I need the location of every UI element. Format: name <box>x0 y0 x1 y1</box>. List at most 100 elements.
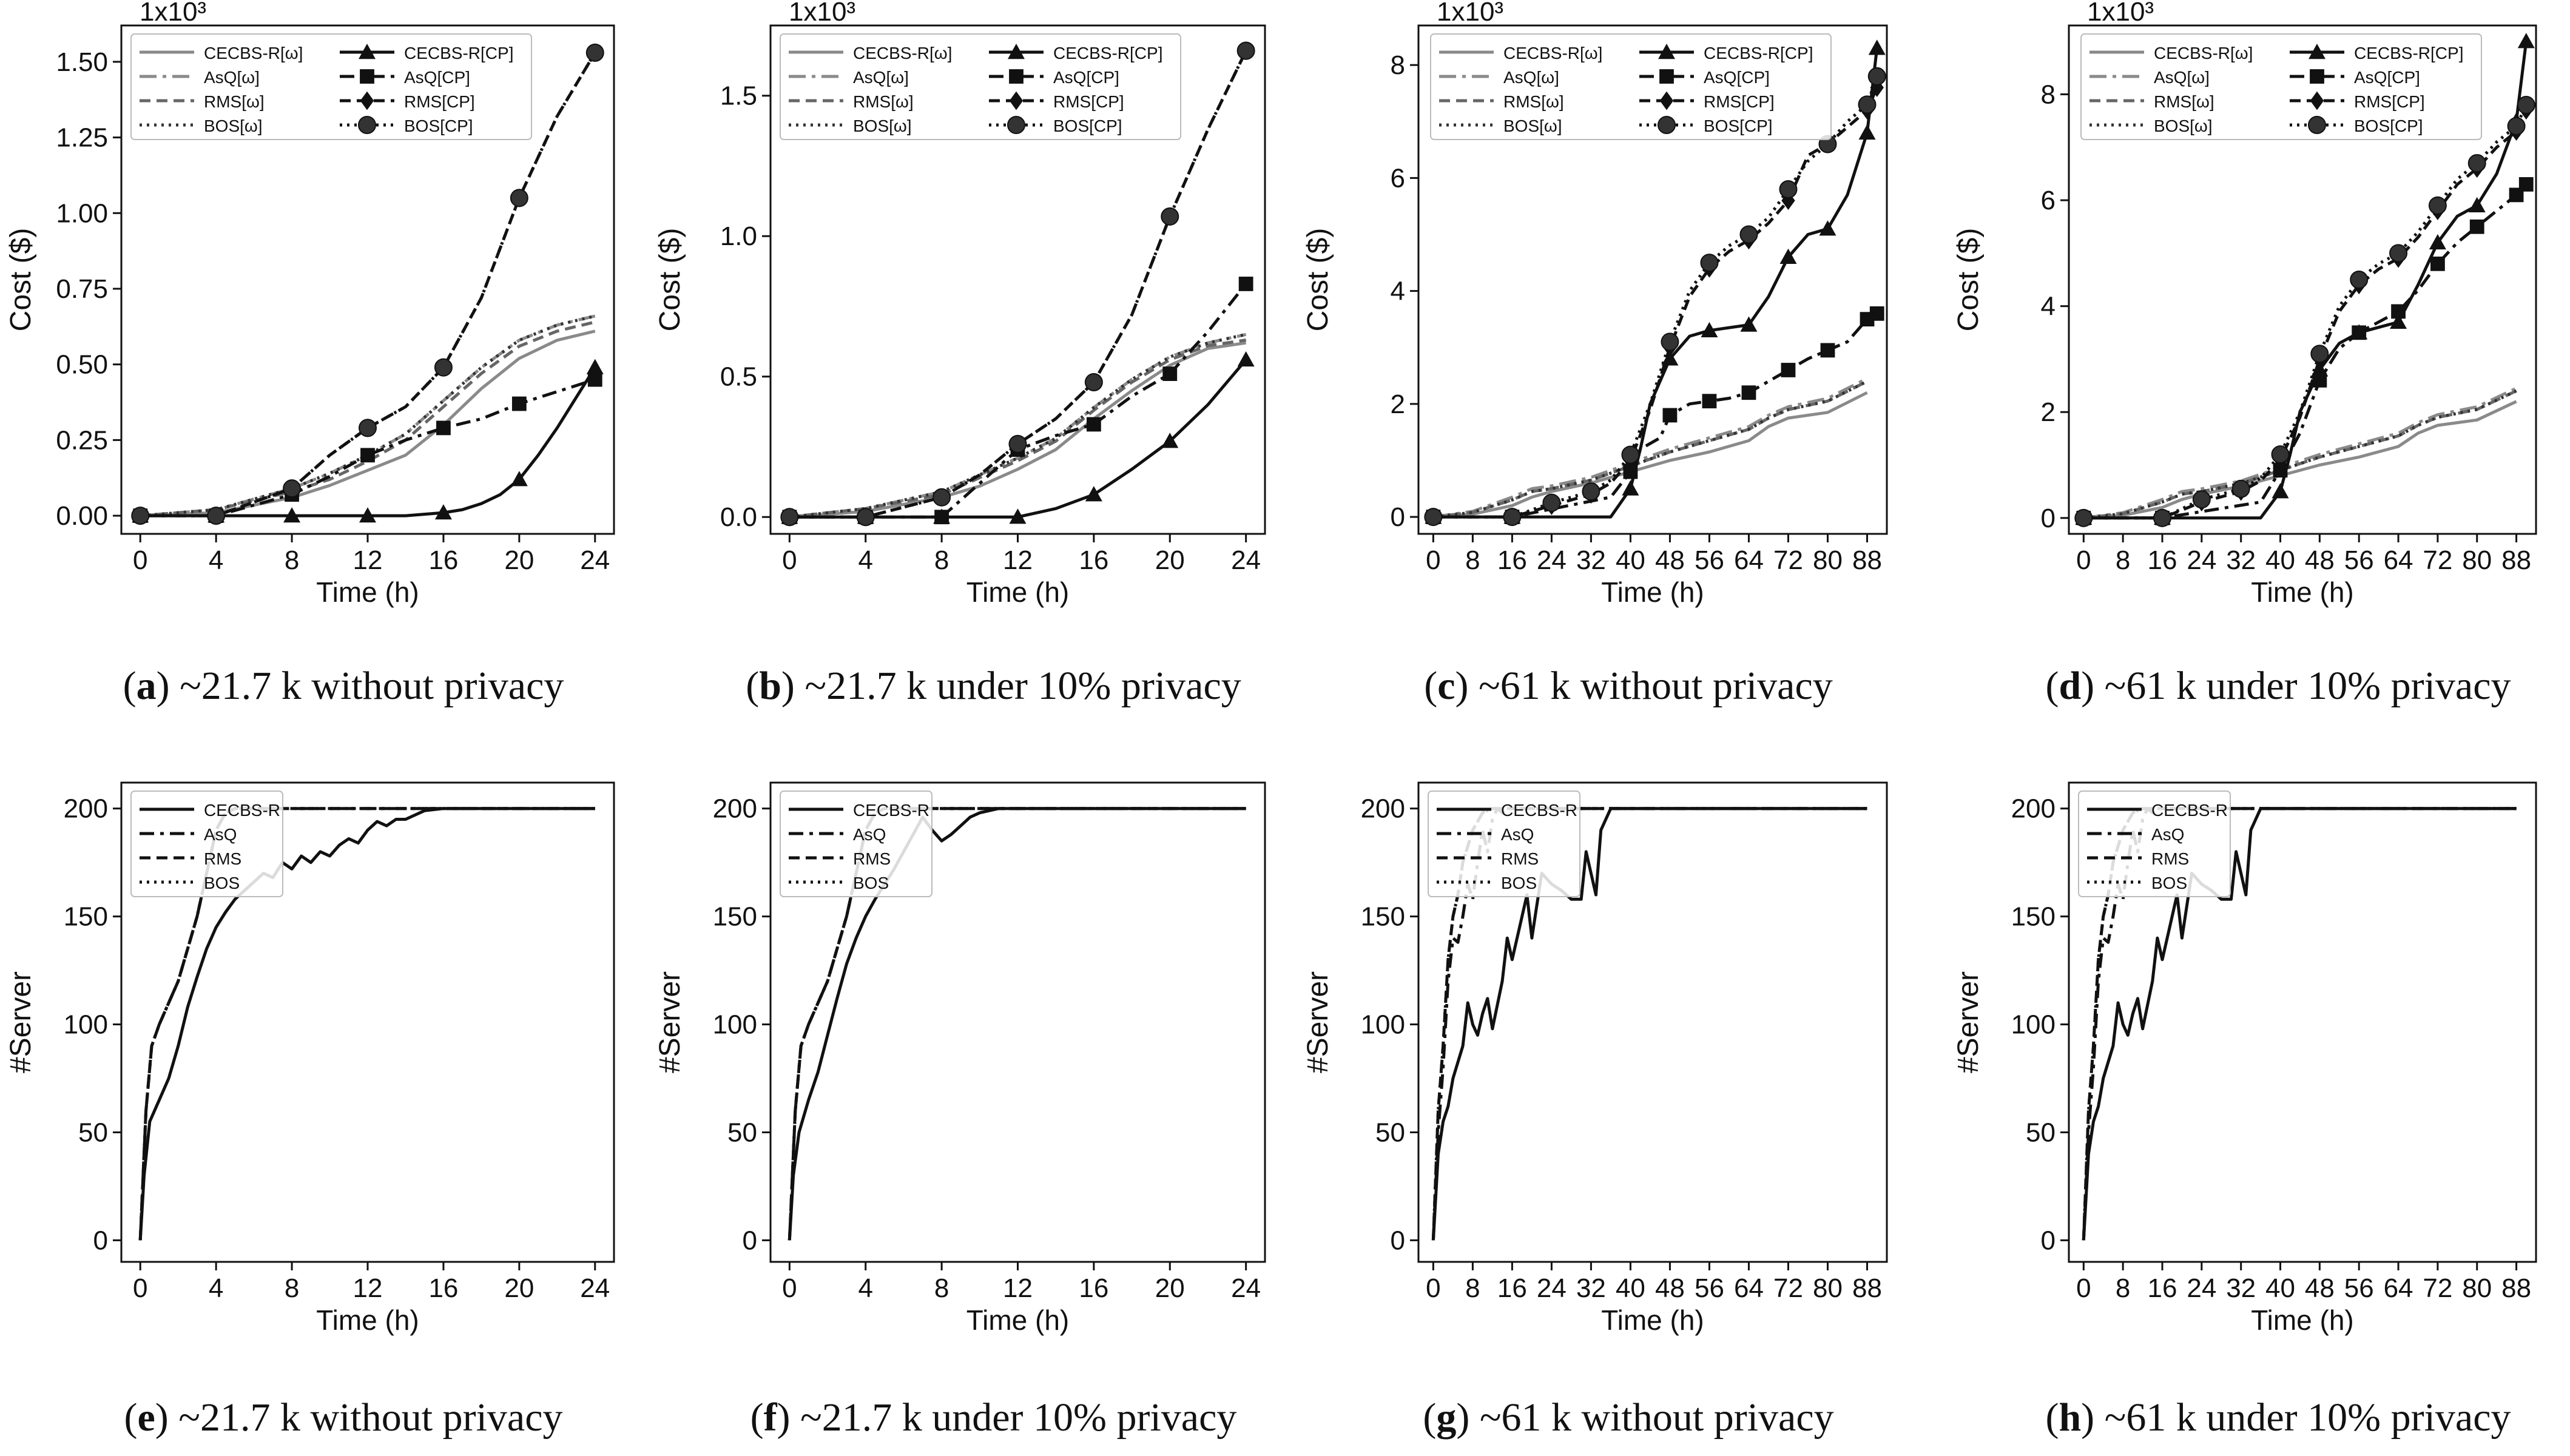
marker-cecbs-r-cp <box>359 507 376 523</box>
x-tick-label: 72 <box>1773 545 1803 575</box>
x-tick-label: 8 <box>1465 545 1480 575</box>
y-tick-label: 200 <box>64 794 108 824</box>
x-tick-label: 20 <box>1155 1273 1185 1303</box>
legend: CECBS-R[ω] AsQ[ω] RMS[ω] BOS[ω] CECBS-R[CP] A… <box>130 33 532 140</box>
x-tick-label: 12 <box>353 1273 383 1303</box>
marker-cecbs-r-cp <box>1740 316 1758 332</box>
x-tick-label: 16 <box>2148 1273 2177 1303</box>
marker-bos-cp <box>2192 490 2211 509</box>
legend-label: BOS[CP] <box>1704 116 1773 135</box>
x-tick-label: 24 <box>1231 545 1261 575</box>
caption-label: f <box>764 1395 778 1440</box>
legend-label: RMS[CP] <box>404 92 475 111</box>
marker-bos-cp <box>2467 153 2486 172</box>
legend-label: BOS[ω] <box>204 116 263 135</box>
panel-caption: (g) ~61 k without privacy <box>1423 1395 1833 1440</box>
legend-label: AsQ[ω] <box>2154 68 2210 87</box>
x-tick-label: 16 <box>1079 1273 1108 1303</box>
marker-asq-cp <box>934 510 949 525</box>
x-tick-label: 80 <box>1813 545 1843 575</box>
legend-label: CECBS-R[ω] <box>1503 44 1602 62</box>
y-tick-label: 0.00 <box>56 501 108 531</box>
y-tick-label: 1.25 <box>56 123 108 153</box>
marker-cecbs-r-cp <box>1819 220 1836 236</box>
marker-bos-cp <box>1661 332 1679 351</box>
legend-label: RMS[ω] <box>1503 92 1564 111</box>
marker-asq-cp <box>1869 306 1884 321</box>
x-tick-label: 8 <box>1465 1273 1480 1303</box>
marker-cecbs-r-cp <box>2517 33 2535 49</box>
y-axis-label: Cost ($) <box>1952 228 1985 332</box>
legend-label: RMS[CP] <box>1053 92 1124 111</box>
y-tick-label: 0 <box>2041 1225 2056 1255</box>
marker-cecbs-r-cp <box>2468 197 2486 212</box>
caption-label: d <box>2059 664 2081 708</box>
marker-asq-cp <box>436 420 451 436</box>
legend: CECBS-R[ω] AsQ[ω] RMS[ω] BOS[ω] CECBS-R[CP] A… <box>1430 33 1832 140</box>
marker-bos-cp <box>2231 479 2250 498</box>
series-line-cecbs-r-omega <box>2083 400 2517 520</box>
legend-box <box>130 790 283 897</box>
marker-bos-cp <box>2153 508 2171 527</box>
marker-bos-cp <box>1542 493 1561 512</box>
marker-bos-cp <box>1084 372 1103 391</box>
marker-bos-cp <box>2074 508 2093 527</box>
legend-label: BOS[ω] <box>1503 116 1562 135</box>
x-tick-label: 56 <box>1695 545 1724 575</box>
legend: CECBS-R AsQ RMS BOS <box>2078 790 2231 897</box>
legend-marker-asq-cp <box>1009 69 1024 84</box>
marker-asq-cp <box>1162 366 1178 381</box>
y-tick-label: 50 <box>1375 1117 1405 1147</box>
legend: CECBS-R[ω] AsQ[ω] RMS[ω] BOS[ω] CECBS-R[CP] A… <box>780 33 1181 140</box>
x-tick-label: 4 <box>209 1273 223 1303</box>
legend: CECBS-R AsQ RMS BOS <box>780 790 933 897</box>
legend-label: CECBS-R <box>853 801 929 820</box>
x-tick-label: 32 <box>2226 545 2256 575</box>
legend-label: AsQ[CP] <box>2354 68 2420 87</box>
x-tick-label: 56 <box>2344 545 2374 575</box>
marker-bos-cp <box>1739 225 1758 244</box>
plot-frame <box>2068 781 2537 1263</box>
legend-marker-asq-cp <box>1659 69 1674 84</box>
legend-label: AsQ[ω] <box>1503 68 1559 87</box>
y-tick-label: 0.0 <box>720 502 757 532</box>
marker-bos-cp <box>283 479 302 498</box>
caption-text: ~61 k under 10% privacy <box>2105 1395 2511 1440</box>
caption-text: ~61 k under 10% privacy <box>2105 664 2511 708</box>
legend-label: AsQ[ω] <box>853 68 909 87</box>
panel-caption: (a) ~21.7 k without privacy <box>123 664 564 708</box>
legend: CECBS-R[ω] AsQ[ω] RMS[ω] BOS[ω] CECBS-R[CP] A… <box>2080 33 2482 140</box>
series-line-bos-cp <box>789 50 1247 519</box>
marker-asq-cp <box>1702 394 1717 409</box>
marker-bos-cp <box>510 189 528 207</box>
marker-bos-cp <box>1582 482 1600 501</box>
legend-box <box>2080 33 2482 140</box>
series-line-rms-omega <box>1433 380 1868 519</box>
x-tick-label: 16 <box>2148 545 2177 575</box>
y-tick-label: 0.75 <box>56 274 108 304</box>
x-tick-label: 40 <box>2265 1273 2295 1303</box>
marker-bos-cp <box>207 507 226 525</box>
chart-panel-e: 0 4 8 12 16 20 24 0 50 100 150 200 Time (h) #Server CE… <box>5 781 615 1440</box>
legend-label: AsQ <box>2151 825 2184 844</box>
marker-bos-cp <box>2271 445 2290 464</box>
legend-marker-bos-cp <box>358 116 376 134</box>
x-tick-label: 16 <box>1497 545 1527 575</box>
series-line-rms-cp <box>140 52 596 517</box>
legend-label: CECBS-R <box>204 801 280 820</box>
legend-box <box>780 33 1181 140</box>
y-tick-label: 100 <box>713 1010 757 1040</box>
marker-cecbs-r-cp <box>1009 508 1027 524</box>
marker-cecbs-r-cp <box>1622 480 1639 496</box>
series-line-rms-omega <box>789 339 1247 519</box>
panel-caption: (d) ~61 k under 10% privacy <box>2045 664 2511 708</box>
chart-panel-f: 0 4 8 12 16 20 24 0 50 100 150 200 Time (h) #Server CE… <box>654 781 1266 1440</box>
legend-label: AsQ[CP] <box>404 68 470 87</box>
marker-asq-cp <box>1820 343 1835 358</box>
panel-caption: (h) ~61 k under 10% privacy <box>2045 1395 2511 1440</box>
legend-label: BOS[ω] <box>2154 116 2213 135</box>
x-tick-label: 12 <box>353 545 383 575</box>
legend-marker-cecbs-r-cp <box>1658 44 1675 59</box>
marker-bos-cp <box>2389 244 2408 263</box>
